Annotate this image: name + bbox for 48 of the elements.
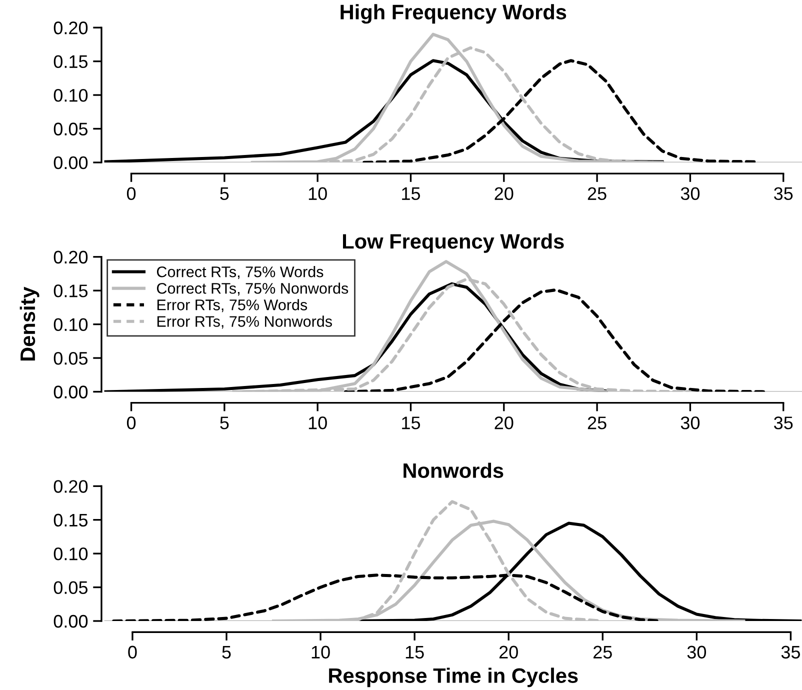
y-tick-label: 0.15 <box>54 55 88 68</box>
x-tick-label: 25 <box>588 187 606 200</box>
legend-label: Correct RTs, 75% Nonwords <box>156 282 348 296</box>
x-tick-label: 0 <box>126 416 136 430</box>
x-tick-label: 30 <box>680 416 700 430</box>
y-tick-label: 0.15 <box>54 284 88 298</box>
x-tick-label: 15 <box>402 187 420 200</box>
x-tick-label: 35 <box>774 416 793 430</box>
x-tick-label: 5 <box>220 416 229 430</box>
y-tick-label: 0.15 <box>54 514 88 527</box>
x-tick-label: 20 <box>494 416 514 430</box>
x-tick-label: 0 <box>126 187 136 200</box>
x-tick-label: 10 <box>308 187 327 200</box>
x-tick-label: 20 <box>499 646 518 659</box>
x-axis-title: Response Time in Cycles <box>329 668 578 688</box>
x-tick-label: 15 <box>406 646 424 659</box>
legend-label: Error RTs, 75% Words <box>157 299 308 312</box>
y-tick-label: 0.10 <box>54 318 88 332</box>
x-tick-label: 35 <box>774 187 793 200</box>
y-tick-label: 0.05 <box>54 581 88 594</box>
y-tick-label: 0.20 <box>54 250 88 264</box>
y-tick-label: 0.00 <box>54 614 88 628</box>
y-tick-label: 0.10 <box>54 548 88 560</box>
x-tick-label: 0 <box>128 646 137 659</box>
x-tick-label: 25 <box>594 646 612 659</box>
y-tick-label: 0.10 <box>54 88 88 102</box>
legend-label: Correct RTs, 75% Words <box>156 266 324 280</box>
x-tick-label: 35 <box>781 646 800 659</box>
y-tick-label: 0.05 <box>54 122 88 136</box>
x-tick-label: 20 <box>494 187 514 200</box>
y-tick-label: 0.00 <box>54 386 88 398</box>
x-tick-label: 5 <box>222 646 231 659</box>
y-tick-label: 0.20 <box>54 480 88 493</box>
x-tick-label: 30 <box>687 646 706 659</box>
x-tick-label: 10 <box>308 416 327 430</box>
chart-title: Nonwords <box>404 462 504 478</box>
x-tick-label: 30 <box>680 187 700 200</box>
x-tick-label: 25 <box>588 416 606 430</box>
legend-label: Error RTs, 75% Nonwords <box>157 316 332 329</box>
y-axis-title: Density <box>20 286 40 361</box>
x-tick-label: 10 <box>312 646 330 659</box>
chart-title: High Frequency Words <box>340 4 566 24</box>
x-tick-label: 5 <box>220 187 229 200</box>
y-tick-label: 0.00 <box>54 156 88 170</box>
y-tick-label: 0.05 <box>54 352 88 365</box>
y-tick-label: 0.20 <box>54 22 88 34</box>
x-tick-label: 15 <box>402 416 420 430</box>
chart-title: Low Frequency Words <box>343 233 564 253</box>
